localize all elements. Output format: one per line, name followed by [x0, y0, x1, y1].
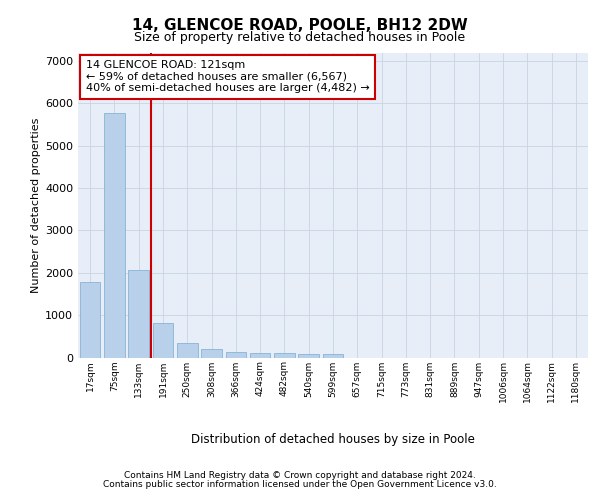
Bar: [323, 354, 343, 358]
Bar: [128, 270, 149, 358]
Y-axis label: Number of detached properties: Number of detached properties: [31, 118, 41, 292]
Text: 14, GLENCOE ROAD, POOLE, BH12 2DW: 14, GLENCOE ROAD, POOLE, BH12 2DW: [132, 18, 468, 32]
Bar: [250, 353, 271, 358]
Bar: [274, 354, 295, 358]
Text: Size of property relative to detached houses in Poole: Size of property relative to detached ho…: [134, 31, 466, 44]
Bar: [298, 354, 319, 358]
Text: Distribution of detached houses by size in Poole: Distribution of detached houses by size …: [191, 432, 475, 446]
Text: Contains HM Land Registry data © Crown copyright and database right 2024.: Contains HM Land Registry data © Crown c…: [124, 471, 476, 480]
Bar: [226, 352, 246, 358]
Bar: [104, 112, 125, 358]
Bar: [177, 343, 197, 357]
Bar: [152, 323, 173, 358]
Text: Contains public sector information licensed under the Open Government Licence v3: Contains public sector information licen…: [103, 480, 497, 489]
Bar: [201, 349, 222, 358]
Bar: [80, 282, 100, 358]
Text: 14 GLENCOE ROAD: 121sqm
← 59% of detached houses are smaller (6,567)
40% of semi: 14 GLENCOE ROAD: 121sqm ← 59% of detache…: [86, 60, 370, 94]
